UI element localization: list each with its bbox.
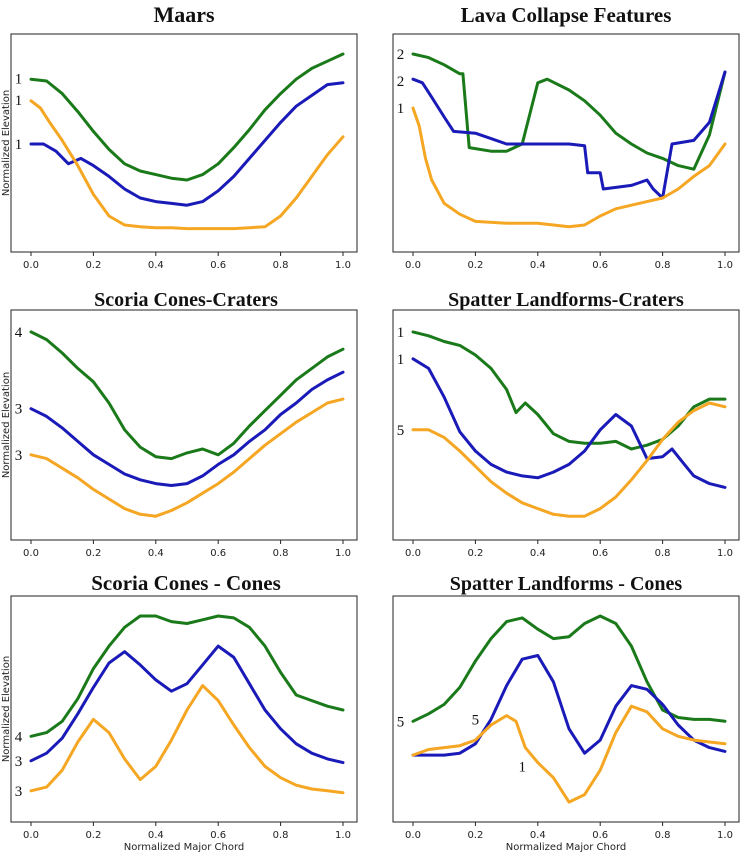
chart-panel-1: Maars 0.0 0.2 0.4 0.6 0.8 1.0 Normalized Elevat… [1, 2, 358, 271]
x-tick-label: 0.6 [210, 830, 226, 841]
chart-title: Spatter Landforms-Craters [448, 289, 684, 311]
x-tick-label: 1.0 [717, 260, 733, 271]
x-tick-label: 0.4 [530, 830, 546, 841]
plot-frame [392, 309, 740, 541]
curve-annotation: 1 [15, 137, 23, 153]
x-tick-label: 0.2 [85, 830, 101, 841]
x-tick-label: 0.6 [210, 260, 226, 271]
x-tick-label: 0.0 [23, 260, 39, 271]
curve-annotation: 1 [518, 759, 526, 775]
series-line-orange [411, 106, 727, 229]
series-line-orange [29, 397, 345, 518]
chart-title: Maars [153, 2, 215, 27]
plot-frame [10, 595, 358, 823]
chart-panel-4: Spatter Landforms-Craters 0.0 0.2 0.4 0.6 0.8… [392, 289, 740, 559]
chart-panel-5: Scoria Cones - Cones 0.0 0.2 0.4 0.6 0.8 1.0 No… [1, 571, 358, 853]
curve-annotation: 1 [397, 325, 405, 341]
x-tick-label: 0.6 [592, 548, 608, 559]
chart-panel-6: Spatter Landforms - Cones 0.0 0.2 0.4 0.6 0.8… [392, 573, 740, 853]
x-tick-label: 1.0 [717, 830, 733, 841]
curve-annotation: 3 [15, 448, 23, 464]
x-tick-label: 0.8 [273, 830, 289, 841]
x-tick-label: 0.8 [273, 260, 289, 271]
x-tick-label: 0.2 [85, 548, 101, 559]
series-line-blue [411, 357, 727, 489]
curve-annotation: 5 [397, 714, 405, 730]
chart-title: Spatter Landforms - Cones [450, 573, 683, 595]
chart-title: Scoria Cones - Cones [91, 571, 281, 595]
x-tick-label: 0.4 [530, 548, 546, 559]
series-line-blue [29, 81, 345, 207]
x-tick-label: 0.8 [655, 260, 671, 271]
curve-annotation: 5 [397, 423, 405, 439]
x-tick-label: 0.4 [148, 548, 164, 559]
curve-annotation: 3 [15, 754, 23, 770]
plot-frame [10, 309, 358, 541]
series-line-orange [29, 99, 345, 231]
plot-frame [392, 33, 740, 253]
series-line-green [411, 52, 727, 171]
chart-panel-3: Scoria Cones-Craters 0.0 0.2 0.4 0.6 0.8 1.0 No… [1, 289, 358, 559]
x-tick-label: 0.2 [467, 830, 483, 841]
curve-annotation: 3 [15, 402, 23, 418]
chart-title: Lava Collapse Features [461, 3, 672, 27]
series-line-green [29, 614, 345, 738]
x-tick-label: 0.8 [273, 548, 289, 559]
x-tick-label: 0.8 [655, 830, 671, 841]
x-axis-label: Normalized Major Chord [124, 842, 245, 853]
x-tick-label: 0.4 [148, 830, 164, 841]
curve-annotation: 1 [397, 352, 405, 368]
x-tick-label: 0.0 [23, 830, 39, 841]
series-line-blue [29, 644, 345, 765]
curve-annotation: 4 [15, 325, 23, 341]
x-tick-label: 0.6 [592, 260, 608, 271]
chart-title: Scoria Cones-Craters [94, 289, 278, 311]
curve-annotation: 1 [397, 101, 405, 117]
series-line-orange [411, 704, 727, 804]
series-line-blue [411, 654, 727, 757]
curve-annotation: 1 [15, 93, 23, 109]
x-tick-label: 0.4 [148, 260, 164, 271]
series-line-blue [411, 70, 727, 200]
x-tick-label: 1.0 [335, 830, 351, 841]
x-tick-label: 1.0 [717, 548, 733, 559]
x-tick-label: 1.0 [335, 548, 351, 559]
x-tick-label: 0.4 [530, 260, 546, 271]
series-line-orange [411, 401, 727, 518]
curve-annotation: 2 [397, 47, 405, 63]
x-tick-label: 0.6 [592, 830, 608, 841]
chart-panel-2: Lava Collapse Features 0.0 0.2 0.4 0.6 0.8 1.0… [392, 3, 740, 271]
x-tick-label: 0.0 [405, 830, 421, 841]
x-tick-label: 0.6 [210, 548, 226, 559]
x-axis-label: Normalized Major Chord [506, 842, 627, 853]
x-tick-label: 0.2 [467, 548, 483, 559]
plot-frame [392, 595, 740, 823]
series-line-green [411, 614, 727, 723]
curve-annotation: 5 [472, 712, 480, 728]
y-axis-label: Normalized Elevation [1, 372, 12, 478]
x-tick-label: 0.0 [405, 548, 421, 559]
series-line-green [29, 52, 345, 182]
plot-frame [10, 33, 358, 253]
x-tick-label: 0.0 [23, 548, 39, 559]
x-tick-label: 1.0 [335, 260, 351, 271]
x-tick-label: 0.2 [467, 260, 483, 271]
series-line-green [29, 330, 345, 461]
y-axis-label: Normalized Elevation [1, 90, 12, 196]
x-tick-label: 0.8 [655, 548, 671, 559]
x-tick-label: 0.0 [405, 260, 421, 271]
series-line-orange [29, 684, 345, 795]
curve-annotation: 2 [397, 74, 405, 90]
series-line-blue [29, 370, 345, 487]
curve-annotation: 3 [15, 784, 23, 800]
curve-annotation: 4 [15, 729, 23, 745]
y-axis-label: Normalized Elevation [1, 656, 12, 762]
curve-annotation: 1 [15, 71, 23, 87]
x-tick-label: 0.2 [85, 260, 101, 271]
